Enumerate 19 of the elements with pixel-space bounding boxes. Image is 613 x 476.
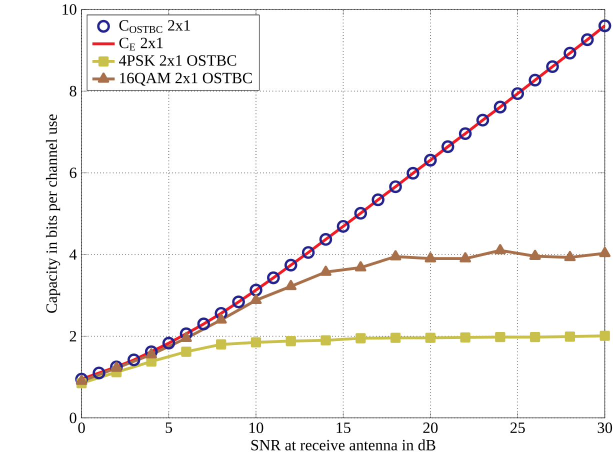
y-tick-label: 0 [70, 412, 76, 424]
legend-label: C$_{E}$ 2x1 [119, 38, 163, 51]
x-tick-label: 5 [166, 422, 172, 434]
x-tick-label: 15 [336, 422, 350, 434]
y-tick-label: 10 [62, 4, 76, 15]
x-tick-label: 25 [510, 422, 525, 434]
legend-label: 16QAM 2x1 OSTBC [120, 72, 252, 86]
y-tick-label: 4 [69, 250, 77, 260]
legend-label: 4PSK 2x1 OSTBC [119, 55, 236, 66]
y-tick-label: 2 [70, 331, 76, 342]
x-tick-label: 0 [78, 422, 85, 434]
legend-label: C$_{OSTBC}$ 2x1 [119, 20, 190, 34]
x-tick-label: 30 [598, 422, 612, 434]
y-tick-label: 8 [70, 86, 76, 97]
y-tick-label: 6 [70, 168, 76, 178]
y-axis-title: Capacity in bits per channel use [46, 114, 60, 314]
x-tick-label: 10 [250, 422, 264, 434]
x-axis-title: SNR at receive antenna in dB [251, 440, 436, 451]
x-tick-label: 20 [423, 422, 438, 434]
